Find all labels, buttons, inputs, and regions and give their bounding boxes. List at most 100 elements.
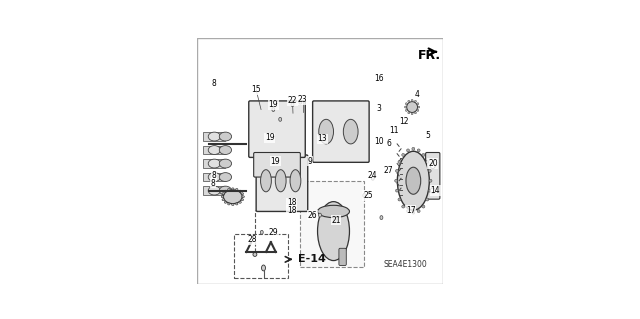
Ellipse shape (418, 106, 420, 108)
Ellipse shape (426, 160, 429, 163)
Text: 18: 18 (287, 206, 296, 215)
Text: 14: 14 (431, 186, 440, 195)
Ellipse shape (228, 189, 230, 190)
Text: 19: 19 (265, 133, 275, 142)
Ellipse shape (395, 179, 397, 182)
Text: 16: 16 (374, 74, 384, 83)
Text: 27: 27 (384, 167, 394, 175)
Ellipse shape (402, 153, 404, 156)
Ellipse shape (396, 189, 399, 192)
Ellipse shape (299, 100, 302, 104)
Ellipse shape (363, 194, 365, 197)
Ellipse shape (236, 203, 238, 205)
Ellipse shape (290, 170, 301, 192)
Ellipse shape (222, 199, 225, 201)
Ellipse shape (412, 211, 415, 214)
Ellipse shape (371, 176, 374, 180)
Ellipse shape (426, 198, 429, 201)
Ellipse shape (417, 210, 420, 212)
Ellipse shape (422, 205, 425, 208)
Ellipse shape (317, 202, 349, 261)
Ellipse shape (220, 159, 232, 168)
Text: 6: 6 (387, 139, 391, 148)
Ellipse shape (415, 112, 417, 114)
Ellipse shape (404, 106, 406, 108)
FancyBboxPatch shape (256, 155, 308, 211)
Text: 26: 26 (308, 211, 317, 220)
Ellipse shape (417, 149, 420, 152)
Text: 19: 19 (270, 157, 280, 166)
Bar (204, 132, 225, 141)
Ellipse shape (232, 188, 234, 190)
Ellipse shape (220, 186, 232, 195)
Ellipse shape (275, 170, 286, 192)
Ellipse shape (333, 218, 336, 222)
Text: 15: 15 (252, 85, 261, 94)
Ellipse shape (260, 230, 263, 234)
Ellipse shape (406, 167, 420, 194)
Text: 8: 8 (211, 179, 216, 188)
Text: 29: 29 (269, 228, 278, 237)
Ellipse shape (262, 265, 266, 271)
Bar (204, 145, 225, 154)
Text: 20: 20 (428, 159, 438, 168)
Ellipse shape (232, 204, 234, 205)
Ellipse shape (417, 103, 419, 105)
Ellipse shape (405, 109, 407, 111)
Text: 8: 8 (211, 171, 216, 180)
Ellipse shape (408, 100, 410, 102)
Text: 18: 18 (287, 198, 296, 207)
Ellipse shape (417, 109, 419, 111)
Ellipse shape (220, 132, 232, 141)
Ellipse shape (317, 205, 349, 218)
Ellipse shape (222, 193, 225, 195)
Ellipse shape (319, 119, 333, 144)
Ellipse shape (208, 173, 221, 182)
Ellipse shape (241, 193, 244, 195)
Text: 21: 21 (332, 216, 340, 225)
Text: 25: 25 (363, 191, 372, 200)
Ellipse shape (402, 205, 404, 208)
Ellipse shape (220, 145, 232, 154)
Ellipse shape (208, 145, 221, 154)
Ellipse shape (422, 153, 425, 156)
Ellipse shape (412, 147, 415, 150)
Ellipse shape (430, 188, 435, 193)
Text: 8: 8 (211, 79, 216, 88)
Ellipse shape (406, 210, 410, 212)
Ellipse shape (428, 189, 431, 192)
Ellipse shape (411, 113, 413, 115)
Bar (204, 186, 225, 195)
Text: E-14: E-14 (298, 254, 326, 264)
Ellipse shape (291, 103, 294, 107)
Text: 28: 28 (248, 235, 257, 244)
Text: 5: 5 (426, 131, 431, 140)
Ellipse shape (396, 169, 399, 172)
Ellipse shape (380, 216, 383, 219)
Text: 11: 11 (389, 126, 399, 135)
Bar (204, 159, 225, 168)
Ellipse shape (272, 108, 275, 111)
Text: 10: 10 (374, 137, 384, 146)
Ellipse shape (408, 112, 410, 114)
Ellipse shape (224, 201, 227, 203)
Text: 12: 12 (399, 117, 408, 126)
Ellipse shape (309, 159, 312, 163)
Text: 4: 4 (415, 90, 419, 99)
Ellipse shape (406, 149, 410, 152)
Text: 13: 13 (317, 135, 327, 144)
FancyBboxPatch shape (300, 181, 364, 267)
Text: SEA4E1300: SEA4E1300 (384, 260, 428, 269)
FancyBboxPatch shape (312, 101, 369, 162)
Text: 9: 9 (308, 157, 312, 166)
Text: 23: 23 (298, 95, 308, 104)
Ellipse shape (398, 198, 401, 201)
Ellipse shape (236, 189, 238, 190)
Ellipse shape (312, 213, 316, 217)
Ellipse shape (220, 173, 232, 182)
Ellipse shape (405, 103, 407, 105)
FancyBboxPatch shape (249, 101, 305, 157)
FancyBboxPatch shape (426, 152, 440, 199)
Ellipse shape (406, 102, 417, 113)
Ellipse shape (208, 132, 221, 141)
